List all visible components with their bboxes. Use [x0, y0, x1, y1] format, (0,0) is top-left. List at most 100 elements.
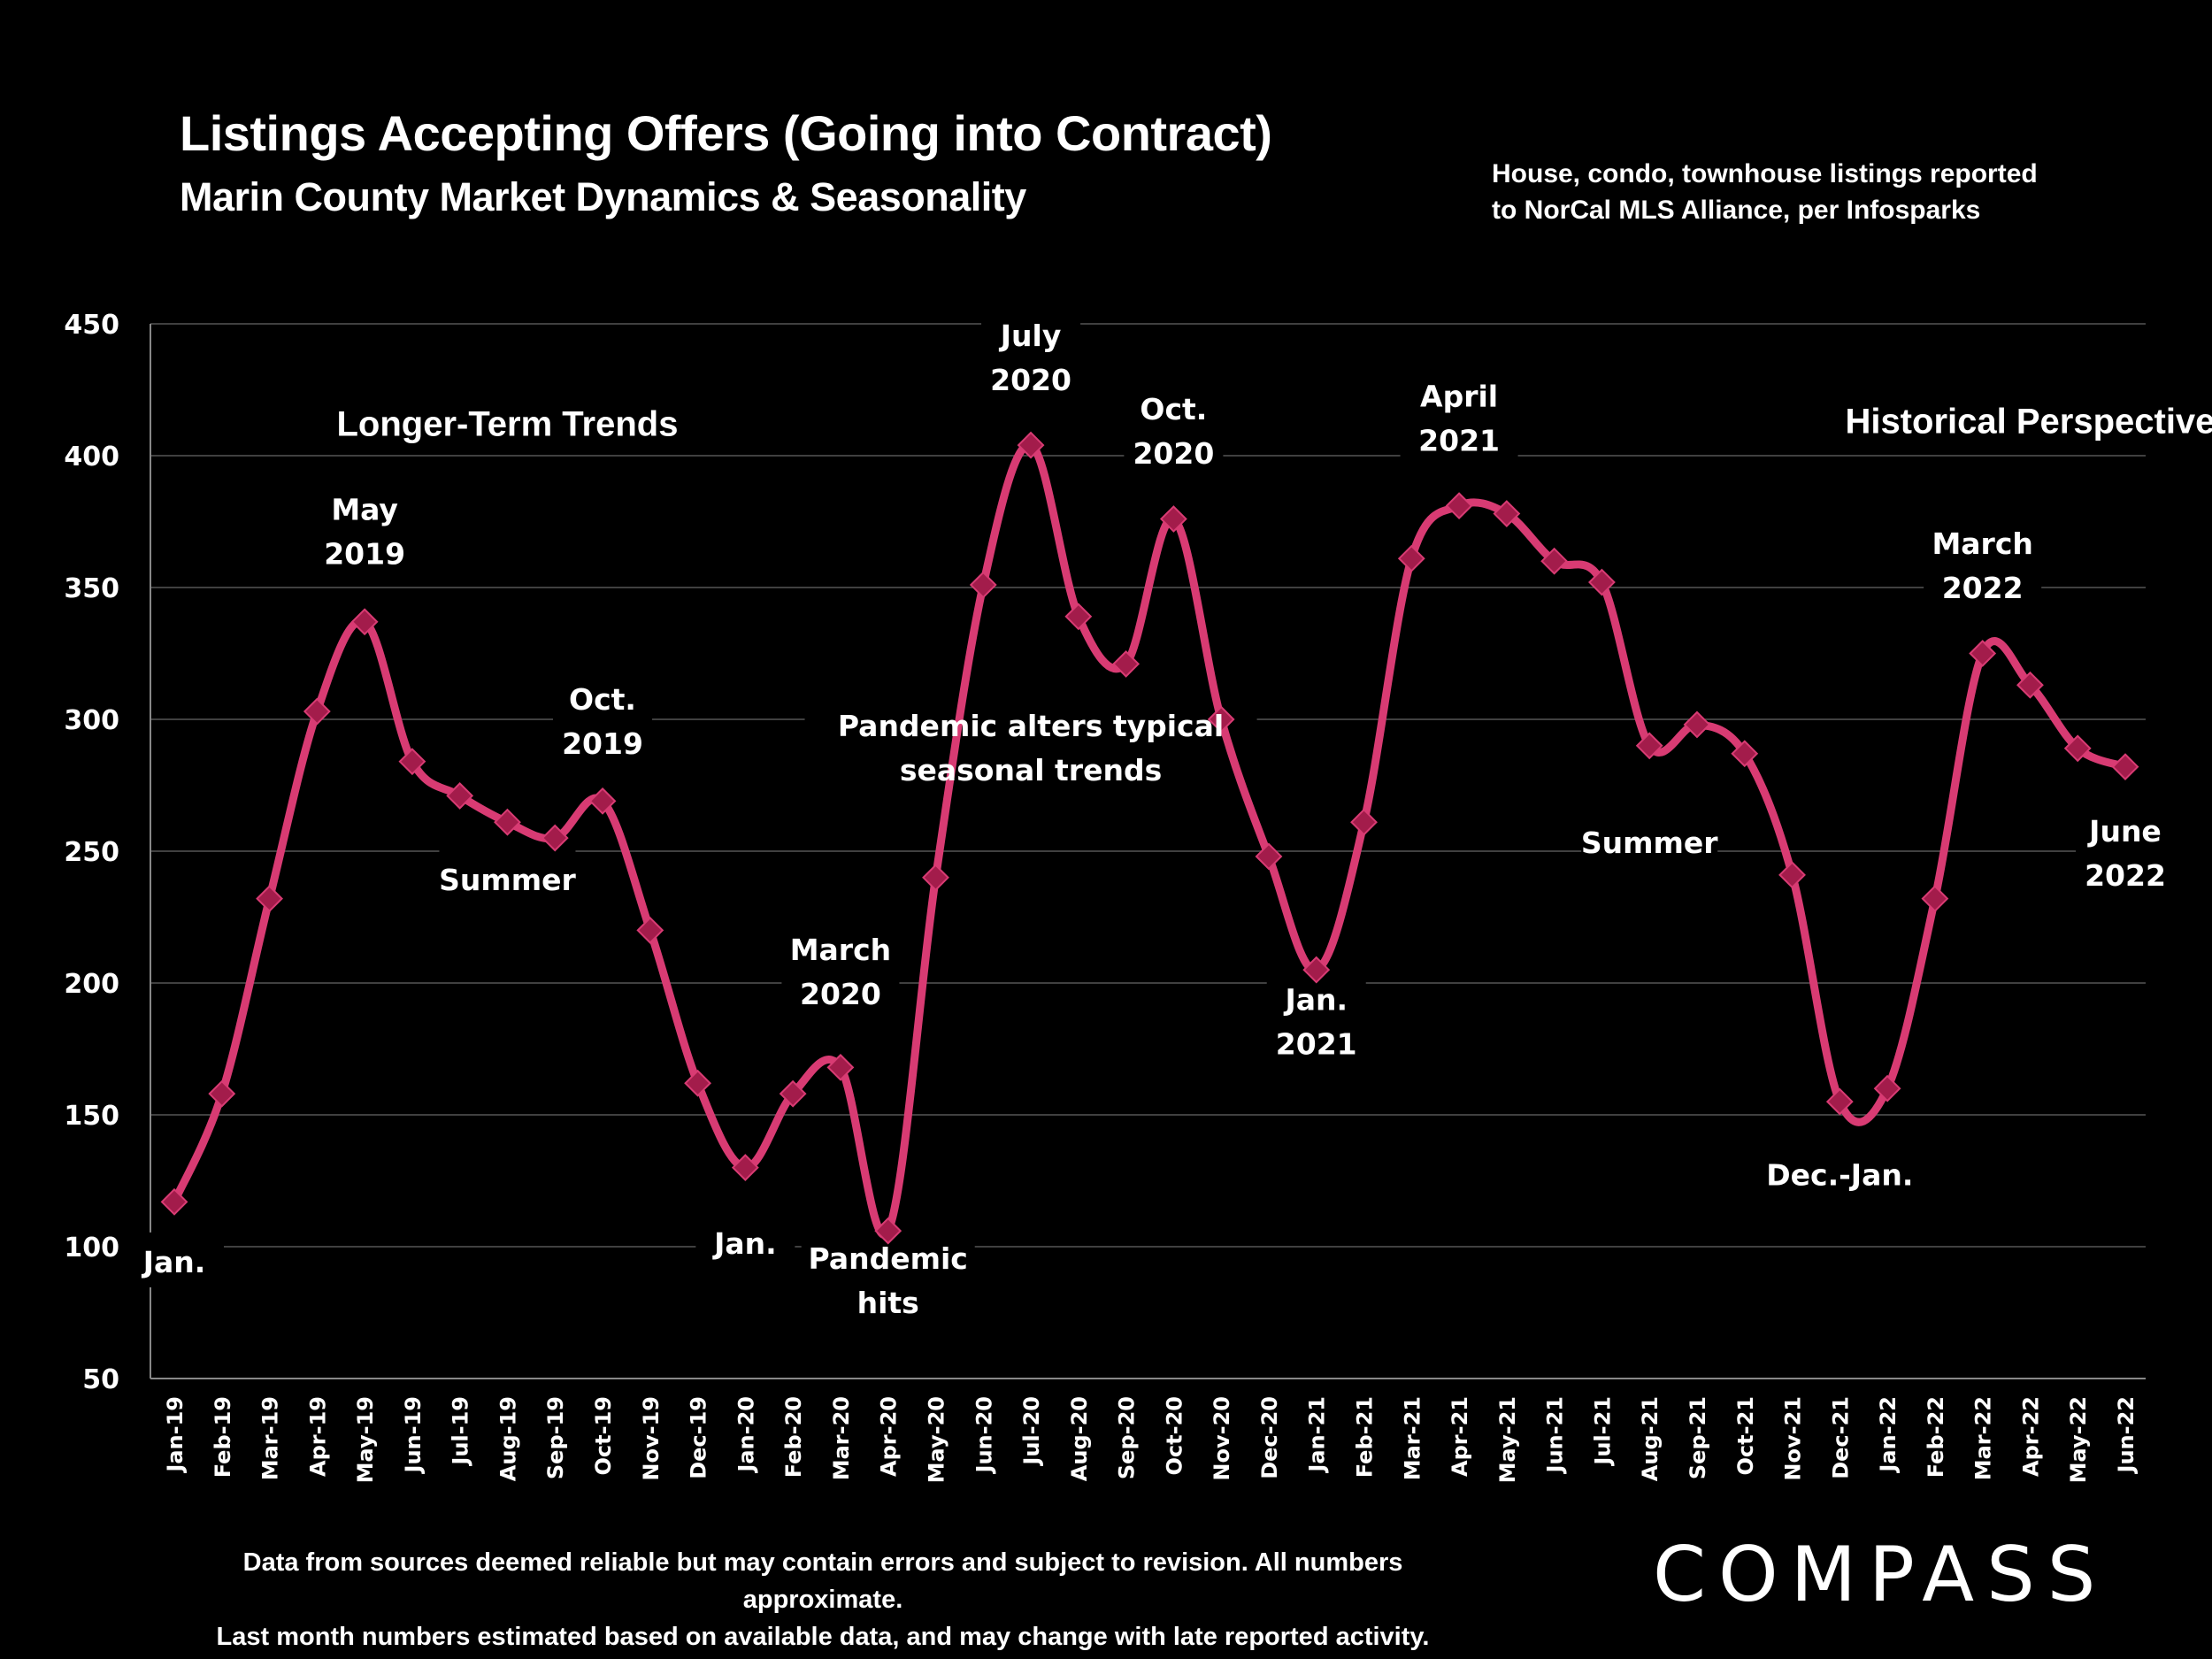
x-tick-label: May-22 [2066, 1396, 2091, 1483]
data-marker [541, 824, 569, 852]
annotation-label: Summer [1581, 826, 1718, 860]
x-tick-label: Nov-19 [639, 1396, 664, 1481]
disclaimer-line: Data from sources deemed reliable but ma… [242, 1548, 1403, 1614]
x-tick-label: Dec-19 [687, 1396, 711, 1479]
x-tick-label: Apr-21 [1448, 1396, 1472, 1477]
x-tick-label: Aug-19 [495, 1396, 520, 1481]
x-tick-label: Aug-20 [1067, 1396, 1092, 1481]
annotation-text: Summer [1581, 826, 1718, 860]
data-marker [779, 1079, 807, 1108]
x-tick-label: Jan-20 [733, 1396, 758, 1474]
annotation-background [2076, 802, 2175, 901]
data-marker [1350, 808, 1378, 836]
annotation-text: 2021 [1418, 423, 1500, 457]
y-tick-label: 250 [64, 837, 119, 868]
annotation-background [1924, 514, 2042, 614]
x-tick-label: Feb-21 [1353, 1396, 1378, 1478]
x-tick-label: Feb-20 [781, 1396, 806, 1478]
y-tick-label: 200 [64, 969, 119, 1000]
data-marker [2063, 734, 2092, 763]
data-marker [684, 1069, 711, 1097]
x-tick-label: Dec-21 [1828, 1396, 1853, 1479]
annotation-text: March [1932, 526, 2032, 561]
data-marker [1017, 431, 1045, 459]
annotation-text: Jan. [142, 1245, 206, 1279]
annotation-label: March 2022 [1932, 526, 2032, 605]
data-marker [2111, 753, 2139, 781]
x-tick-label: Mar-20 [829, 1396, 854, 1480]
source-note: House, condo, townhouse listings reporte… [1492, 156, 2038, 228]
x-tick-label: Oct-20 [1162, 1396, 1187, 1475]
x-tick-label: May-20 [924, 1396, 949, 1483]
data-marker [1159, 505, 1187, 533]
data-marker [303, 697, 331, 726]
data-marker [588, 787, 617, 815]
annotation-text: April [1420, 379, 1498, 413]
annotation-label: July 2020 [990, 319, 1071, 397]
annotation-text: 2021 [1276, 1027, 1357, 1062]
annotation-text: Pandemic alters typical [838, 709, 1224, 743]
x-tick-label: Jul-21 [1590, 1396, 1615, 1467]
x-axis: Jan-19 Feb-19 Mar-19 Apr-19 May-19 Jun-19 Jul-… [150, 1378, 2146, 1483]
annotation-background [981, 305, 1081, 405]
annotation-text: Oct. [569, 682, 636, 717]
x-tick-label: Mar-22 [1971, 1396, 1996, 1480]
annotation-background [553, 670, 653, 769]
x-tick-label: Apr-20 [877, 1396, 902, 1477]
y-tick-label: 400 [64, 442, 119, 472]
annotation-text: Jan. [1283, 983, 1348, 1018]
annotation-background [1581, 813, 1718, 869]
annotation-text: May [331, 492, 398, 526]
x-tick-label: Jul-20 [1019, 1396, 1044, 1467]
compass-logo: COMPASS [1653, 1531, 2108, 1619]
data-marker [160, 1187, 188, 1216]
annotation-label: April 2021 [1418, 379, 1500, 457]
annotation-background [781, 920, 900, 1020]
data-marker [1778, 861, 1806, 889]
y-tick-label: 50 [82, 1364, 119, 1395]
x-tick-label: Feb-19 [211, 1396, 235, 1478]
annotation-label: Dec.-Jan. [1766, 1158, 1913, 1193]
annotation-text: 2019 [562, 726, 643, 761]
annotation-background [125, 1232, 224, 1287]
annotation-text: Summer [439, 863, 576, 897]
data-marker [922, 864, 949, 892]
data-marker [1207, 705, 1235, 733]
data-marker [969, 571, 997, 599]
x-tick-label: Jan-22 [1876, 1396, 1901, 1474]
x-tick-label: Jun-22 [2114, 1396, 2139, 1474]
annotation-text: hits [857, 1286, 919, 1320]
data-marker [208, 1079, 236, 1108]
data-marker [256, 885, 283, 913]
data-marker [1921, 885, 1949, 913]
x-tick-label: Mar-19 [258, 1396, 283, 1480]
annotation-text: Oct. [1140, 392, 1207, 426]
data-marker [1493, 500, 1521, 527]
x-tick-label: Jul-19 [449, 1396, 473, 1467]
data-marker [1302, 956, 1331, 984]
annotation-label: Summer [439, 863, 576, 897]
x-tick-label: Jun-19 [401, 1396, 426, 1474]
y-tick-label: 300 [64, 705, 119, 736]
annotation-background [1124, 380, 1224, 480]
data-marker [494, 808, 521, 836]
annotation-label: Longer-Term Trends [336, 405, 678, 444]
annotation-text: July [999, 319, 1062, 353]
annotation-text: 2019 [324, 536, 405, 571]
annotation-background [439, 849, 576, 905]
annotation-text: Historical Perspective [1845, 403, 2212, 442]
y-tick-label: 350 [64, 573, 119, 604]
x-tick-label: Apr-19 [305, 1396, 330, 1477]
data-marker [1112, 650, 1141, 678]
annotation-backgrounds [125, 305, 2175, 1328]
x-tick-label: Oct-19 [591, 1396, 616, 1475]
x-tick-label: Aug-21 [1638, 1396, 1663, 1481]
data-marker [1445, 492, 1473, 520]
annotation-background [804, 695, 1257, 795]
annotation-label: Jan. 2021 [1276, 983, 1357, 1062]
source-note-line: House, condo, townhouse listings reporte… [1492, 159, 2038, 188]
annotation-text: March [790, 933, 891, 967]
x-tick-label: Mar-21 [1400, 1396, 1425, 1480]
data-marker [1064, 603, 1093, 631]
annotation-text: June [2087, 814, 2162, 849]
